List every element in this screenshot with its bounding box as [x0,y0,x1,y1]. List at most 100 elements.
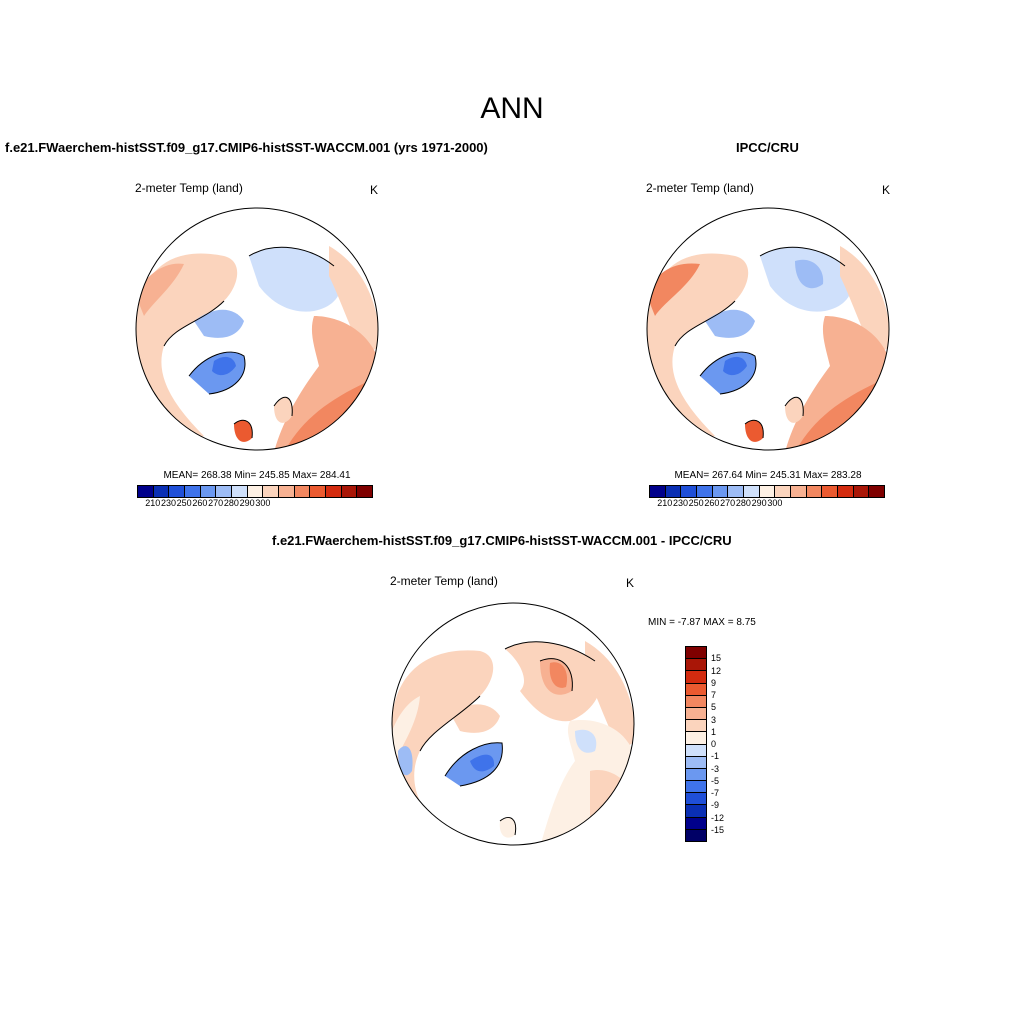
panel-1-units-label: K [370,183,379,197]
colorbar-swatch [712,486,729,497]
colorbar-tick-label: 12 [711,665,722,676]
colorbar-swatch [775,486,792,497]
colorbar-swatch [686,829,706,841]
colorbar-swatch [185,486,201,497]
difference-variable-label: 2-meter Temp (land) [390,574,498,588]
panel-2-title: IPCC/CRU [736,140,799,155]
colorbar-swatch [138,486,154,497]
colorbar-swatch [650,486,666,497]
colorbar-swatch [686,756,706,769]
panel-1-colorbar: 210 230 250 260 270 280 290 300 [137,485,373,510]
colorbar-tick-label: 300 [767,498,783,508]
colorbar-tick-label: 280 [735,498,751,508]
colorbar-tick-label: 300 [255,498,271,508]
colorbar-swatch [686,781,706,794]
colorbar-tick-label: -9 [711,800,720,811]
panel-2-polar-map [646,207,890,451]
colorbar-swatch [686,720,706,733]
difference-units-label: K [626,576,635,590]
colorbar-swatch [791,486,807,497]
difference-colorbar-swatches [685,646,707,842]
colorbar-tick-label: 3 [711,714,717,725]
colorbar-tick-label: 250 [176,498,192,508]
colorbar-swatch [232,486,248,497]
colorbar-swatch [686,659,706,672]
colorbar-swatch [697,486,713,497]
difference-panel-title: f.e21.FWaerchem-histSST.f09_g17.CMIP6-hi… [272,533,732,548]
panel-1-polar-map [135,207,379,451]
colorbar-tick-label: 210 [145,498,161,508]
colorbar-swatch [686,732,706,745]
colorbar-swatch [686,817,706,830]
colorbar-swatch [744,486,760,497]
panel-2-colorbar-swatches [649,485,885,498]
colorbar-tick-label: 270 [208,498,224,508]
colorbar-tick-label: -15 [711,824,725,835]
colorbar-swatch [153,486,170,497]
colorbar-tick-label: -5 [711,775,720,786]
panel-2-variable-label: 2-meter Temp (land) [646,181,754,195]
colorbar-tick-label: 260 [192,498,208,508]
colorbar-swatch [728,486,745,497]
colorbar-swatch [686,707,706,721]
colorbar-tick-label: 230 [160,498,176,508]
colorbar-swatch [216,486,233,497]
colorbar-tick-label: -1 [711,751,720,762]
colorbar-tick-label: 0 [711,739,717,749]
panel-1-variable-label: 2-meter Temp (land) [135,181,243,195]
colorbar-swatch [310,486,327,497]
colorbar-swatch [853,486,870,497]
colorbar-swatch [357,486,373,497]
colorbar-swatch [686,768,706,782]
colorbar-swatch [806,486,823,497]
colorbar-swatch [341,486,358,497]
colorbar-swatch [686,695,706,708]
colorbar-tick-label: 250 [688,498,704,508]
difference-colorbar-ticks: 15 12 9 7 5 3 1 0 -1 -3 -5 -7 -9 -12 -15 [711,646,751,842]
colorbar-tick-label: 5 [711,702,717,713]
figure-title: ANN [480,92,544,125]
colorbar-swatch [822,486,839,497]
panel-2-stats: MEAN= 267.64 Min= 245.31 Max= 283.28 [674,470,862,481]
colorbar-tick-label: -3 [711,763,720,774]
panel-1-colorbar-ticks: 210 230 250 260 270 280 290 300 [137,498,373,510]
colorbar-swatch [294,486,311,497]
colorbar-swatch [681,486,698,497]
panel-1-title: f.e21.FWaerchem-histSST.f09_g17.CMIP6-hi… [5,140,488,155]
colorbar-swatch [686,805,706,818]
colorbar-swatch [686,647,706,660]
panel-1-colorbar-swatches [137,485,373,498]
colorbar-swatch [200,486,217,497]
colorbar-swatch [686,793,706,806]
panel-2-units-label: K [882,183,891,197]
colorbar-swatch [838,486,854,497]
colorbar-tick-label: 15 [711,653,722,664]
colorbar-tick-label: 230 [672,498,688,508]
colorbar-tick-label: 9 [711,677,717,688]
colorbar-swatch [686,671,706,684]
colorbar-swatch [686,744,706,757]
difference-polar-map [391,602,635,846]
colorbar-tick-label: 7 [711,690,717,700]
colorbar-swatch [263,486,280,497]
colorbar-swatch [665,486,682,497]
colorbar-tick-label: 1 [711,726,717,737]
difference-colorbar: 15 12 9 7 5 3 1 0 -1 -3 -5 -7 -9 -12 -15 [685,646,724,842]
panel-2-colorbar-ticks: 210 230 250 260 270 280 290 300 [649,498,885,510]
colorbar-tick-label: -7 [711,788,720,798]
colorbar-tick-label: 290 [751,498,767,508]
colorbar-tick-label: 280 [223,498,239,508]
colorbar-swatch [686,683,706,696]
panel-2-colorbar: 210 230 250 260 270 280 290 300 [649,485,885,510]
colorbar-tick-label: 260 [704,498,720,508]
colorbar-tick-label: 210 [657,498,673,508]
colorbar-swatch [279,486,295,497]
difference-stats: MIN = -7.87 MAX = 8.75 [648,617,756,628]
colorbar-tick-label: 270 [720,498,736,508]
colorbar-swatch [869,486,885,497]
colorbar-swatch [759,486,776,497]
colorbar-swatch [169,486,186,497]
colorbar-tick-label: 290 [239,498,255,508]
panel-1-stats: MEAN= 268.38 Min= 245.85 Max= 284.41 [163,470,351,481]
colorbar-swatch [247,486,264,497]
